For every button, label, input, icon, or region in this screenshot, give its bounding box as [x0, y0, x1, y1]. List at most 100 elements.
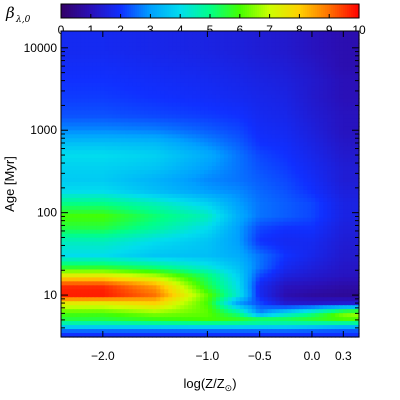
heatmap-cell — [303, 122, 308, 127]
heatmap-cell — [263, 54, 269, 60]
heatmap-cell — [279, 34, 285, 40]
heatmap-cell — [180, 74, 185, 80]
heatmap-cell — [255, 58, 261, 64]
heatmap-cell — [188, 189, 193, 195]
heatmap-cell — [279, 31, 285, 36]
heatmap-cell — [208, 126, 213, 131]
heatmap-cell — [140, 31, 146, 36]
heatmap-cell — [104, 90, 110, 96]
heatmap-cell — [200, 110, 205, 116]
heatmap-cell — [92, 285, 98, 290]
heatmap-cell — [188, 233, 193, 239]
heatmap-cell — [307, 62, 312, 68]
heatmap-cell — [275, 189, 281, 195]
heatmap-cell — [351, 31, 356, 36]
heatmap-cell — [136, 78, 142, 84]
heatmap-cell — [311, 158, 316, 163]
heatmap-cell — [208, 189, 213, 195]
heatmap-cell — [172, 253, 177, 259]
heatmap-cell — [116, 249, 122, 255]
heatmap-cell — [351, 90, 356, 96]
heatmap-cell — [120, 54, 126, 60]
heatmap-cell — [61, 82, 66, 88]
heatmap-cell — [307, 154, 312, 159]
heatmap-cell — [128, 221, 134, 227]
heatmap-cell — [100, 170, 106, 175]
heatmap-cell — [231, 273, 237, 278]
heatmap-cell — [223, 54, 229, 60]
heatmap-cell — [76, 126, 82, 131]
heatmap-cell — [251, 66, 257, 72]
heatmap-cell — [140, 174, 146, 179]
heatmap-cell — [347, 38, 352, 44]
heatmap-cell — [80, 126, 86, 131]
heatmap-cell — [184, 122, 189, 127]
heatmap-cell — [327, 50, 332, 56]
heatmap-cell — [184, 102, 189, 108]
heatmap-cell — [259, 237, 265, 243]
heatmap-cell — [204, 74, 209, 80]
heatmap-cell — [140, 249, 146, 255]
heatmap-cell — [84, 78, 90, 84]
heatmap-cell — [251, 150, 257, 155]
heatmap-cell — [295, 146, 300, 151]
heatmap-cell — [92, 158, 98, 163]
heatmap-cell — [255, 66, 261, 72]
heatmap-cell — [196, 217, 201, 223]
heatmap-cell — [136, 213, 142, 219]
heatmap-cell — [287, 110, 293, 116]
heatmap-cell — [295, 174, 300, 179]
heatmap-cell — [339, 281, 344, 286]
heatmap-cell — [351, 78, 356, 84]
heatmap-cell — [215, 174, 221, 179]
heatmap-cell — [351, 94, 356, 100]
heatmap-cell — [128, 134, 134, 139]
heatmap-cell — [255, 281, 261, 286]
heatmap-cell — [331, 193, 336, 199]
heatmap-cell — [343, 162, 348, 167]
heatmap-cell — [287, 70, 293, 76]
heatmap-cell — [247, 38, 253, 44]
heatmap-cell — [287, 138, 293, 143]
heatmap-cell — [235, 265, 241, 271]
heatmap-cell — [208, 213, 213, 219]
heatmap-cell — [116, 54, 122, 60]
heatmap-cell — [76, 245, 82, 251]
heatmap-cell — [120, 34, 126, 40]
heatmap-cell — [315, 273, 320, 278]
heatmap-cell — [196, 237, 201, 243]
heatmap-cell — [223, 281, 229, 286]
heatmap-cell — [247, 130, 253, 135]
heatmap-cell — [327, 94, 332, 100]
heatmap-cell — [200, 50, 205, 56]
heatmap-cell — [239, 197, 245, 203]
heatmap-cell — [180, 154, 185, 159]
heatmap-cell — [152, 158, 157, 163]
heatmap-cell — [144, 178, 150, 183]
heatmap-cell — [223, 118, 229, 124]
heatmap-cell — [343, 126, 348, 131]
heatmap-cell — [227, 102, 233, 108]
heatmap-cell — [227, 277, 233, 282]
heatmap-cell — [231, 281, 237, 286]
heatmap-cell — [184, 229, 189, 235]
heatmap-cell — [219, 193, 225, 199]
heatmap-cell — [231, 166, 237, 171]
heatmap-cell — [108, 106, 114, 112]
heatmap-cell — [180, 249, 185, 255]
heatmap-cell — [347, 189, 352, 195]
heatmap-cell — [196, 253, 201, 259]
heatmap-cell — [176, 38, 181, 44]
heatmap-cell — [299, 245, 304, 251]
heatmap-cell — [164, 118, 169, 124]
heatmap-cell — [64, 249, 70, 255]
heatmap-cell — [259, 110, 265, 116]
heatmap-cell — [160, 82, 165, 88]
heatmap-cell — [347, 106, 352, 112]
heatmap-cell — [343, 106, 348, 112]
heatmap-cell — [108, 146, 114, 151]
heatmap-cell — [204, 269, 209, 275]
heatmap-cell — [327, 205, 332, 211]
heatmap-cell — [223, 162, 229, 167]
heatmap-cell — [164, 146, 169, 151]
